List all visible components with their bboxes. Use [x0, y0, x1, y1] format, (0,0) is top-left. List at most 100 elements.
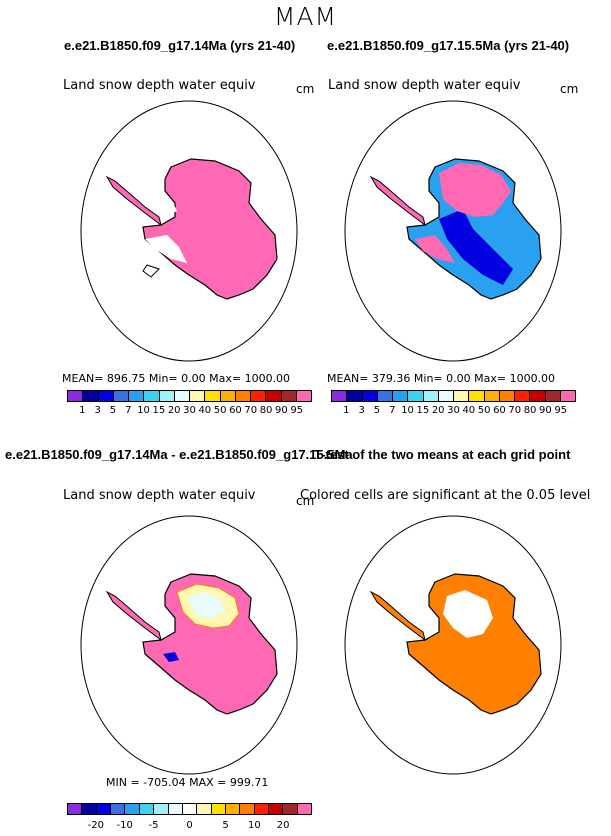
coastline [142, 264, 160, 278]
colorbar-tick-label: -10 [116, 820, 133, 831]
colorbar-swatch [362, 391, 378, 401]
colorbar-tick-label: 80 [523, 405, 537, 416]
colorbar-swatch [438, 391, 454, 401]
colorbar-tick-label: 3 [358, 405, 365, 416]
colorbar-swatch [545, 391, 561, 401]
colorbar-panel-2-labels: 1 3 5 7 10 15 20 30 40 50 60 70 80 90 95 [331, 405, 576, 417]
colorbar-swatch [266, 391, 282, 401]
colorbar-swatch [408, 391, 424, 401]
colorbar-tick-label: 0 [186, 820, 193, 831]
colorbar-tick-label: 10 [137, 405, 150, 416]
colorbar-swatch [254, 804, 270, 814]
colorbar-swatch [159, 391, 175, 401]
colorbar-swatch [530, 391, 546, 401]
colorbar-swatch [98, 391, 114, 401]
colorbar-swatch [190, 391, 206, 401]
colorbar-tick-label: 15 [416, 405, 430, 416]
colorbar-swatch [240, 804, 255, 814]
panel-3-variable-label: Land snow depth water equiv [63, 488, 256, 503]
colorbar-tick-label: 10 [247, 820, 261, 831]
colorbar-swatch [197, 804, 212, 814]
colorbar-tick-label: 7 [389, 405, 396, 416]
colorbar-tick-label: 5 [222, 820, 229, 831]
map-panel-2 [344, 100, 562, 362]
colorbar-panel-2 [331, 390, 576, 402]
colorbar-swatch [235, 391, 251, 401]
antarctic-peninsula [369, 175, 426, 227]
colorbar-swatch [251, 391, 267, 401]
antarctic-peninsula [105, 590, 162, 642]
colorbar-tick-label: 20 [276, 820, 290, 831]
colorbar-tick-label: 80 [259, 405, 273, 416]
colorbar-panel-3-labels: -20 -10 -5 0 5 10 20 [67, 820, 312, 832]
colorbar-swatch [225, 804, 241, 814]
colorbar-tick-label: 40 [198, 405, 212, 416]
colorbar-swatch [560, 391, 575, 401]
colorbar-swatch [515, 391, 531, 401]
panel-1-variable-label: Land snow depth water equiv [63, 78, 256, 93]
colorbar-swatch [154, 804, 169, 814]
colorbar-swatch [82, 804, 97, 814]
panel-2-unit-label: cm [560, 82, 579, 96]
colorbar-tick-label: 5 [109, 405, 117, 416]
antarctica-nonsignificant-cells [443, 590, 493, 638]
colorbar-swatch [499, 391, 515, 401]
colorbar-tick-label: 7 [125, 405, 132, 416]
colorbar-tick-label: 30 [447, 405, 460, 416]
colorbar-swatch [113, 391, 129, 401]
colorbar-swatch [211, 804, 226, 814]
colorbar-swatch [96, 804, 112, 814]
colorbar-tick-label: 95 [554, 405, 568, 416]
panel-1-unit-label: cm [296, 82, 315, 96]
colorbar-swatch [297, 804, 312, 814]
panel-1-stats: MEAN= 896.75 Min= 0.00 Max= 1000.00 [62, 372, 291, 385]
colorbar-swatch [269, 804, 284, 814]
colorbar-panel-1 [67, 390, 312, 402]
colorbar-swatch [83, 391, 99, 401]
antarctica-significant-cells [406, 573, 542, 715]
ross-ice-shelf [415, 235, 455, 263]
colorbar-swatch [68, 391, 84, 401]
antarctic-peninsula [105, 175, 162, 227]
colorbar-swatch [111, 804, 126, 814]
colorbar-swatch [347, 391, 363, 401]
map-panel-3 [80, 515, 298, 775]
colorbar-swatch [220, 391, 236, 401]
colorbar-tick-label: 95 [290, 405, 304, 416]
colorbar-tick-label: 15 [152, 405, 166, 416]
colorbar-tick-label: -20 [87, 820, 104, 831]
colorbar-tick-label: 90 [275, 405, 288, 416]
colorbar-swatch [205, 391, 221, 401]
panel-1-case-title: e.e21.B1850.f09_g17.14Ma (yrs 21-40) [64, 38, 296, 53]
colorbar-swatch [144, 391, 160, 401]
panel-3-unit-label: cm [296, 494, 315, 508]
colorbar-swatch [129, 391, 145, 401]
colorbar-swatch [139, 804, 155, 814]
colorbar-tick-label: 20 [167, 405, 181, 416]
colorbar-tick-label: 90 [539, 405, 552, 416]
colorbar-tick-label: 5 [373, 405, 381, 416]
ross-ice-shelf-gap [145, 235, 187, 263]
colorbar-tick-label: 30 [183, 405, 196, 416]
colorbar-tick-label: 1 [343, 405, 350, 416]
antarctica-snow-fill [142, 158, 278, 300]
colorbar-swatch [332, 391, 348, 401]
colorbar-tick-label: 10 [401, 405, 414, 416]
colorbar-tick-label: 60 [493, 405, 506, 416]
ronne-ice-shelf-gap [153, 199, 177, 217]
colorbar-tick-label: 50 [477, 405, 491, 416]
colorbar-panel-3 [67, 803, 312, 815]
colorbar-swatch [168, 804, 183, 814]
antarctica-pink-interior [439, 163, 511, 217]
colorbar-swatch [68, 804, 83, 814]
antarctica-deep-blue-patches [439, 209, 513, 285]
colorbar-swatch [423, 391, 439, 401]
colorbar-swatch [182, 804, 198, 814]
colorbar-tick-label: 1 [79, 405, 86, 416]
colorbar-tick-label: 40 [462, 405, 476, 416]
colorbar-swatch [469, 391, 485, 401]
colorbar-swatch [281, 391, 297, 401]
panel-3-stats: MIN = -705.04 MAX = 999.71 [106, 776, 269, 789]
map-panel-4 [344, 515, 562, 775]
figure-title: MAM [273, 2, 338, 31]
